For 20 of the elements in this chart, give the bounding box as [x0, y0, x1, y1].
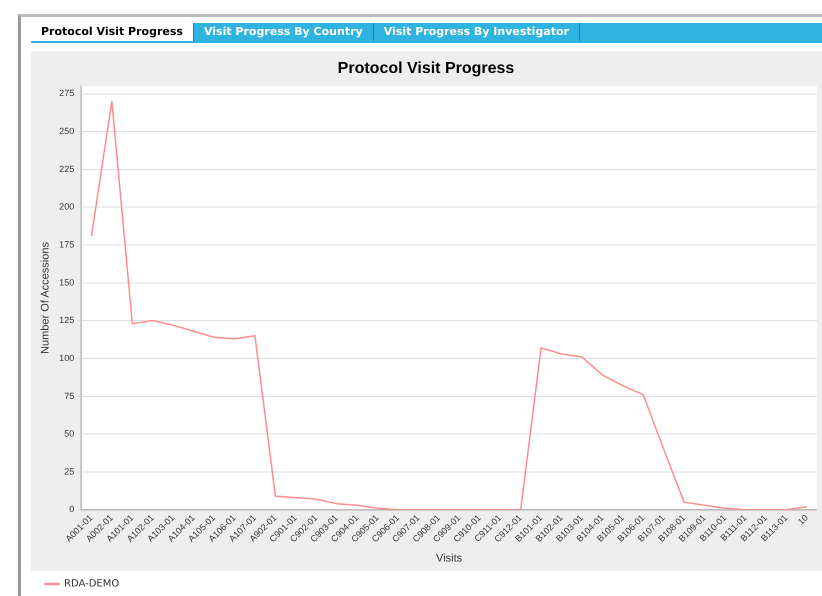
y-tick-label: 225	[59, 164, 74, 174]
y-tick-label: 125	[59, 315, 74, 326]
text: Protocol Visit Progress	[31, 23, 194, 41]
chart-title: Protocol Visit Progress	[338, 60, 514, 78]
y-tick-label: 75	[64, 390, 74, 401]
y-tick-label: 150	[59, 277, 74, 288]
y-tick-label: 200	[59, 202, 74, 212]
legend-label: RDA-DEMO	[64, 578, 120, 590]
y-tick-label: 0	[69, 504, 74, 514]
text: Visit Progress By Country	[194, 23, 374, 41]
y-tick-label: 100	[59, 352, 74, 363]
x-axis-title: Visits	[436, 552, 463, 564]
y-tick-label: 50	[64, 428, 74, 439]
y-tick-label: 175	[59, 240, 74, 250]
y-tick-label: 25	[64, 466, 74, 476]
y-tick-label: 275	[59, 88, 74, 98]
y-tick-label: 250	[59, 126, 74, 136]
y-axis-title: Number Of Accessions	[40, 242, 52, 354]
text: Visit Progress By Investigator	[374, 23, 580, 41]
x-tick-label: 10	[796, 512, 810, 527]
